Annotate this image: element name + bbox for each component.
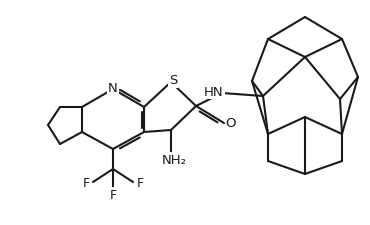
Text: S: S — [169, 74, 177, 87]
Text: NH₂: NH₂ — [161, 154, 186, 167]
Text: N: N — [108, 81, 118, 94]
Text: F: F — [110, 189, 117, 202]
Text: HN: HN — [204, 85, 224, 98]
Text: O: O — [226, 117, 236, 130]
Text: F: F — [83, 177, 90, 190]
Text: F: F — [137, 177, 144, 190]
